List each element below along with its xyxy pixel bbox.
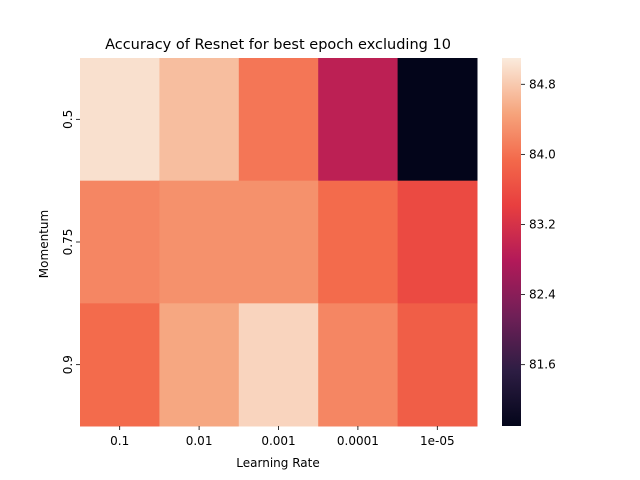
x-tick-label: 0.01 [186,434,213,448]
x-axis-label: Learning Rate [236,456,319,470]
colorbar-ticks: 84.8 84.0 83.2 82.4 81.6 [521,77,556,372]
chart-title: Accuracy of Resnet for best epoch exclud… [105,37,451,53]
heatmap-cell-r0-c1 [159,58,240,182]
heatmap-cell-r1-c1 [159,180,240,304]
y-axis-ticks: 0.5 0.75 0.9 [61,110,80,374]
heatmap-cell-r1-c2 [238,180,319,304]
heatmap-cell-r0-c4 [397,58,478,182]
heatmap-cell-r1-c3 [318,180,399,304]
y-tick-label: 0.9 [61,355,75,374]
colorbar [502,58,521,426]
x-tick-label: 0.1 [110,434,129,448]
heatmap-cell-r0-c3 [318,58,399,182]
heatmap-cell-r1-c4 [397,180,478,304]
heatmap-cell-r2-c4 [397,303,478,427]
x-tick-label: 1e-05 [420,434,455,448]
heatmap-cells [80,58,478,427]
heatmap-cell-r2-c2 [238,303,319,427]
x-tick-label: 0.0001 [337,434,379,448]
heatmap-cell-r2-c1 [159,303,240,427]
heatmap-cell-r1-c0 [80,180,160,304]
y-axis-label: Momentum [37,210,51,278]
heatmap-cell-r0-c0 [80,58,160,182]
y-tick-label: 0.75 [61,229,75,256]
colorbar-tick-label: 84.0 [529,147,556,161]
y-tick-label: 0.5 [61,110,75,129]
heatmap-cell-r2-c3 [318,303,399,427]
heatmap-cell-r0-c2 [238,58,319,182]
x-tick-label: 0.001 [261,434,295,448]
colorbar-tick-label: 84.8 [529,77,556,91]
colorbar-tick-label: 81.6 [529,358,556,372]
colorbar-tick-label: 82.4 [529,288,556,302]
heatmap-cell-r2-c0 [80,303,160,427]
colorbar-tick-label: 83.2 [529,217,556,231]
x-axis-ticks: 0.1 0.01 0.001 0.0001 1e-05 [110,426,455,448]
